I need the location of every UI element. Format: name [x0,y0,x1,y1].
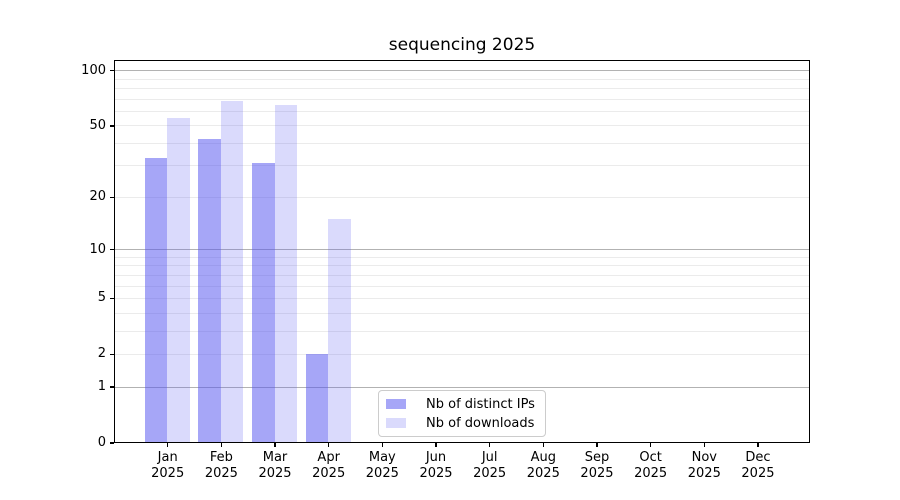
legend-label-downloads: Nb of downloads [426,415,535,431]
downloads-swatch-icon [386,418,406,428]
legend: Nb of distinct IPs Nb of downloads [378,390,546,437]
minor-gridline [115,256,809,258]
x-tick-mark [757,443,759,447]
bar-nb-of-distinct-ips-apr [305,353,329,443]
x-tick-label: Jun 2025 [419,450,453,481]
bar-nb-of-downloads-apr [328,218,351,443]
x-tick-mark [167,443,169,447]
x-tick-mark [435,443,437,447]
y-tick-mark [110,386,114,388]
bar-nb-of-downloads-jan [167,117,190,443]
bar-nb-of-distinct-ips-mar [252,162,275,443]
x-tick-mark [649,443,652,447]
x-tick-label: Sep 2025 [580,450,614,481]
plot-area [114,60,810,443]
legend-item-downloads: Nb of downloads [386,416,545,431]
minor-gridline [115,142,809,144]
x-tick-mark [274,443,276,447]
minor-gridline [115,78,809,80]
x-tick-label: Apr 2025 [312,450,346,481]
y-tick-mark [110,248,114,251]
y-tick-label: 5 [97,290,106,306]
major-gridline [115,70,809,72]
y-tick-mark [110,353,114,356]
minor-gridline [115,110,809,112]
y-tick-label: 10 [89,241,106,257]
x-tick-label: Mar 2025 [258,450,292,481]
bar-nb-of-downloads-feb [220,100,244,443]
minor-gridline [115,265,809,267]
distinct-ips-swatch-icon [386,399,406,409]
y-tick-label: 1 [97,379,106,395]
x-tick-mark [703,443,705,447]
x-tick-label: Jan 2025 [151,450,185,481]
minor-gridline [115,274,809,276]
x-tick-label: May 2025 [365,450,399,481]
minor-gridline [115,125,809,127]
minor-gridline [115,165,809,167]
x-tick-label: Nov 2025 [687,450,721,481]
bar-nb-of-downloads-mar [274,104,298,443]
bar-nb-of-distinct-ips-feb [198,139,221,443]
y-tick-label: 50 [89,117,106,133]
y-tick-mark [110,297,114,300]
major-gridline [115,386,809,388]
legend-label-distinct-ips: Nb of distinct IPs [426,396,535,412]
y-tick-mark [110,125,114,127]
y-tick-label: 0 [97,435,106,450]
x-tick-label: Aug 2025 [526,450,560,481]
x-tick-mark [327,443,330,447]
minor-gridline [115,285,809,287]
x-tick-label: Feb 2025 [204,450,238,481]
y-tick-label: 100 [81,62,106,78]
bar-nb-of-distinct-ips-jan [144,158,168,443]
y-tick-label: 20 [89,189,106,205]
minor-gridline [115,196,809,198]
y-tick-mark [110,196,114,199]
legend-item-distinct-ips: Nb of distinct IPs [386,397,545,412]
x-tick-mark [596,443,598,447]
y-tick-label: 2 [97,346,106,362]
minor-gridline [115,312,809,314]
x-tick-mark [381,443,384,447]
x-tick-mark [542,443,544,447]
y-tick-mark [110,442,114,444]
minor-gridline [115,330,809,332]
minor-gridline [115,98,809,100]
minor-gridline [115,297,809,299]
x-tick-mark [220,443,223,447]
x-tick-label: Jul 2025 [473,450,507,481]
x-tick-label: Dec 2025 [741,450,775,481]
major-gridline [115,249,809,251]
x-tick-mark [488,443,491,447]
chart-title: sequencing 2025 [388,35,536,55]
minor-gridline [115,353,809,355]
minor-gridline [115,87,809,89]
x-tick-label: Oct 2025 [634,450,668,481]
y-tick-mark [110,69,114,72]
